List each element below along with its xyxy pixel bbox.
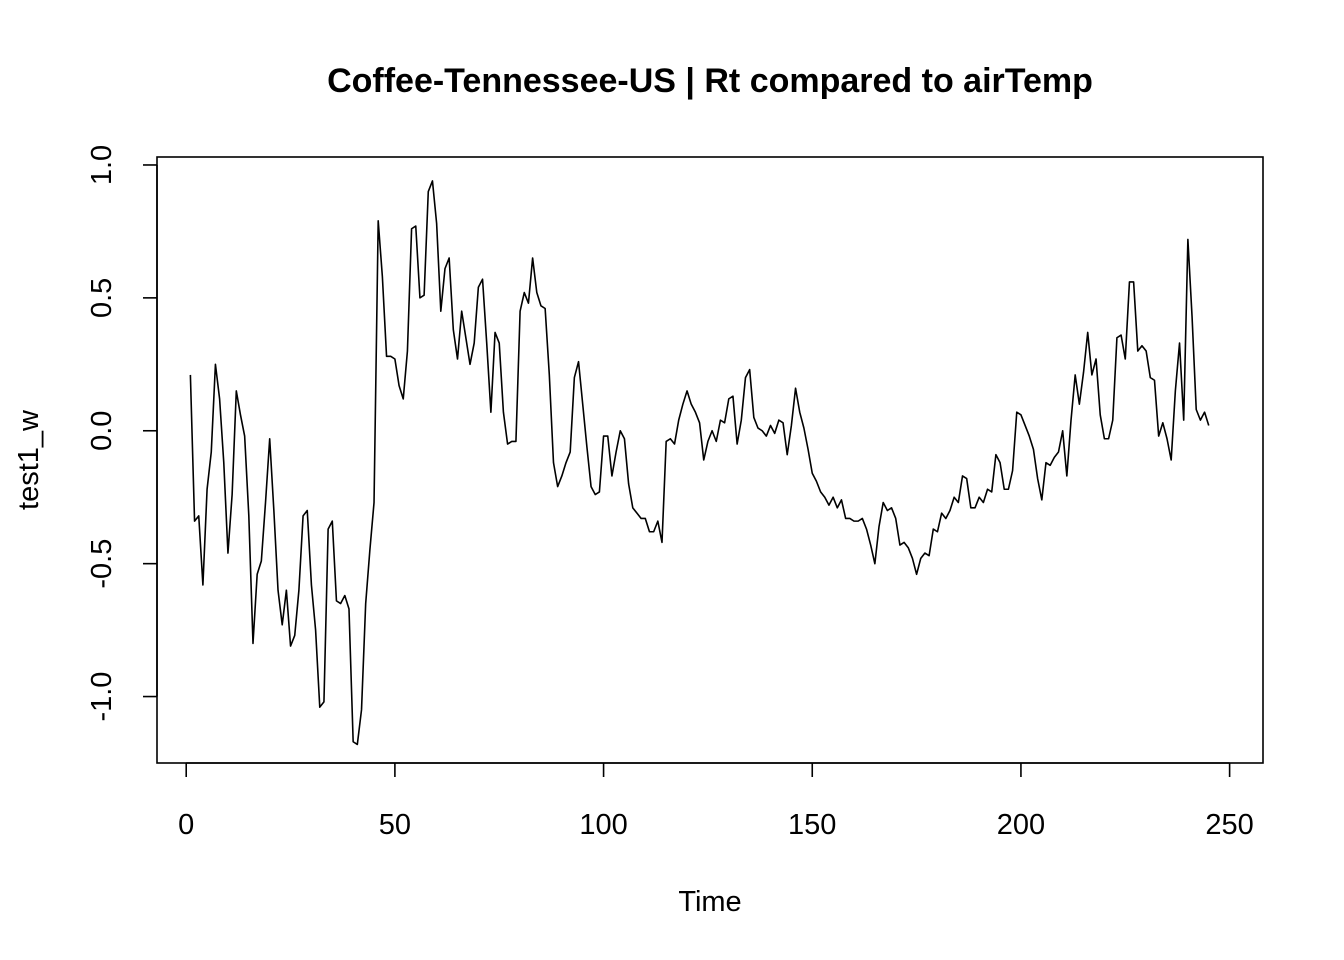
x-tick-label: 100 xyxy=(579,809,627,841)
y-axis-label: test1_w xyxy=(13,409,45,510)
series-line xyxy=(189,180,1210,746)
y-tick-label: 0.5 xyxy=(86,278,118,318)
y-tick-label: -1.0 xyxy=(86,672,118,722)
x-tick-label: 150 xyxy=(788,809,836,841)
y-axis: -1.0 -0.5 0.0 0.5 1.0 xyxy=(86,145,158,722)
x-tick-label: 50 xyxy=(379,809,411,841)
y-tick-label: -0.5 xyxy=(86,539,118,589)
y-tick-label: 0.0 xyxy=(86,411,118,451)
x-axis-label: Time xyxy=(678,886,741,918)
x-axis: 0 50 100 150 200 250 xyxy=(178,762,1254,841)
y-tick-label: 1.0 xyxy=(86,145,118,185)
chart-title: Coffee-Tennessee-US | Rt compared to air… xyxy=(327,62,1093,100)
x-tick-label: 200 xyxy=(997,809,1045,841)
x-tick-label: 0 xyxy=(178,809,194,841)
x-tick-label: 250 xyxy=(1205,809,1253,841)
plot-frame xyxy=(156,156,1264,764)
